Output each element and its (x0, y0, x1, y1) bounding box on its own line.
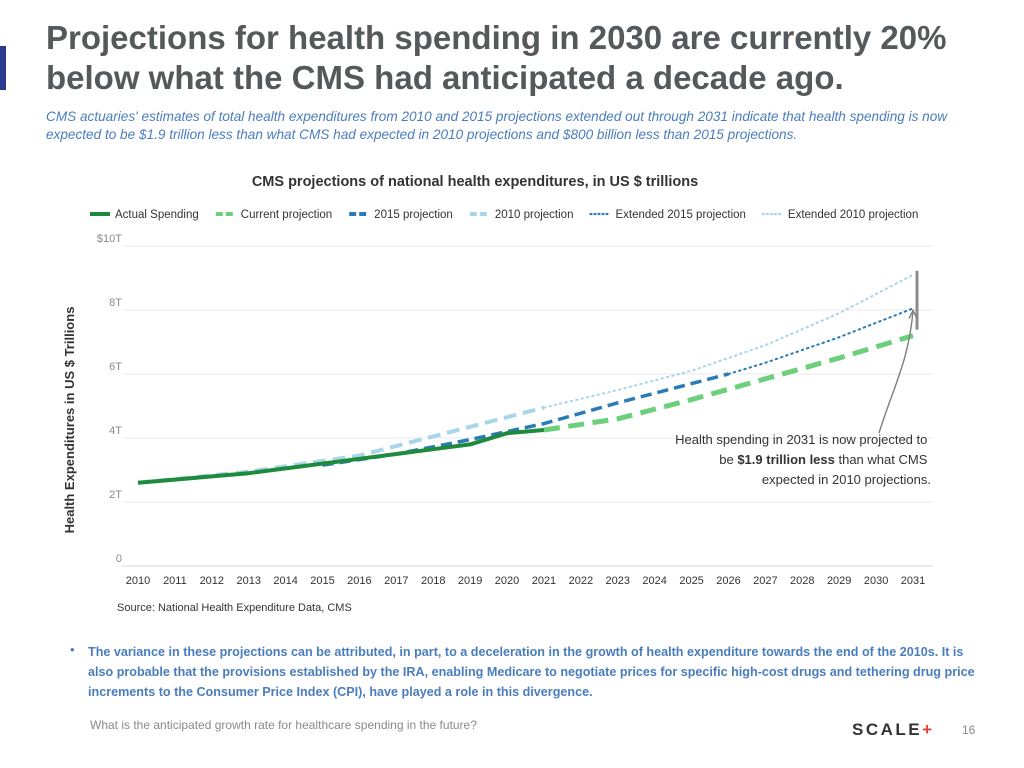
x-tick-label: 2017 (384, 575, 408, 587)
x-tick-label: 2031 (901, 575, 925, 587)
annotation-line-3: expected in 2010 projections. (762, 472, 931, 487)
legend-item-actual-spending: Actual Spending (90, 209, 199, 221)
health-expenditure-chart: CMS projections of national health expen… (62, 174, 933, 587)
x-tick-label: 2026 (716, 575, 740, 587)
footer-question: What is the anticipated growth rate for … (90, 718, 477, 732)
annotation-arrowhead-icon (908, 308, 918, 319)
x-tick-label: 2027 (753, 575, 777, 587)
legend-item-extended-2015-projection: Extended 2015 projection (589, 209, 746, 221)
annotation-text: Health spending in 2031 is now projected… (675, 432, 931, 487)
series-line-actual-spending (137, 428, 545, 485)
accent-bar (0, 46, 6, 90)
chart-legend: Actual Spending Current projection 2015 pr… (90, 209, 918, 221)
legend-label: 2010 projection (495, 209, 574, 221)
annotation-arrow (878, 310, 914, 434)
chart-series (137, 273, 914, 485)
y-tick-label: 4T (109, 425, 122, 437)
y-axis-label: Health Expenditures in US $ Trillions (62, 307, 77, 534)
annotation-line-2-bold: $1.9 trillion less (737, 452, 835, 467)
x-tick-label: 2028 (790, 575, 814, 587)
x-tick-label: 2023 (606, 575, 630, 587)
x-tick-label: 2014 (273, 575, 297, 587)
x-tick-label: 2020 (495, 575, 519, 587)
legend-label: 2015 projection (374, 209, 453, 221)
legend-item-extended-2010-projection: Extended 2010 projection (761, 209, 918, 221)
x-tick-label: 2025 (679, 575, 703, 587)
legend-label: Extended 2015 projection (615, 209, 745, 221)
series-line-2010-projection (137, 405, 545, 485)
annotation-marks (878, 270, 919, 434)
x-tick-label: 2029 (827, 575, 851, 587)
annotation-line-2-suffix: than what CMS (835, 452, 928, 467)
legend-label: Actual Spending (115, 209, 199, 221)
x-tick-label: 2021 (532, 575, 556, 587)
x-tick-label: 2015 (310, 575, 334, 587)
x-tick-label: 2024 (642, 575, 666, 587)
plus-icon: + (922, 720, 935, 739)
x-tick-label: 2012 (200, 575, 224, 587)
legend-label: Current projection (241, 209, 332, 221)
y-tick-label: 8T (109, 297, 122, 309)
x-axis-ticks: 2010 2011 2012 2013 2014 2015 2016 2017 2018 2019… (126, 575, 925, 587)
annotation-line-1: Health spending in 2031 is now projected… (675, 432, 927, 447)
y-tick-label: $10T (97, 233, 122, 245)
scale-logo: SCALE+ (852, 720, 935, 740)
slide-title: Projections for health spending in 2030 … (46, 19, 947, 96)
chart-grid (122, 245, 933, 567)
series-line-extended-2010-projection (543, 273, 914, 409)
legend-item-2015-projection: 2015 projection (349, 209, 453, 221)
bullet-text: The variance in these projections can be… (88, 645, 975, 699)
annotation-line-2: be $1.9 trillion less than what CMS (719, 452, 927, 467)
series-line-2015-projection (322, 372, 729, 467)
x-tick-label: 2022 (569, 575, 593, 587)
x-tick-label: 2011 (163, 575, 187, 587)
logo-text: SCALE (852, 720, 923, 739)
legend-item-2010-projection: 2010 projection (469, 209, 574, 221)
y-tick-label: 2T (109, 489, 122, 501)
y-tick-label: 6T (109, 361, 122, 373)
x-tick-label: 2013 (236, 575, 260, 587)
y-tick-label: 0 (116, 553, 122, 565)
y-axis-ticks: 0 2T 4T 6T 8T $10T (97, 233, 122, 565)
legend-item-current-projection: Current projection (215, 209, 332, 221)
chart-source: Source: National Health Expenditure Data… (117, 602, 352, 614)
x-tick-label: 2019 (458, 575, 482, 587)
x-tick-label: 2030 (864, 575, 888, 587)
x-tick-label: 2010 (126, 575, 150, 587)
x-tick-label: 2018 (421, 575, 445, 587)
series-line-extended-2015-projection (727, 307, 914, 375)
legend-label: Extended 2010 projection (788, 209, 918, 221)
slide-subtitle: CMS actuaries' estimates of total health… (46, 109, 948, 142)
bullet-point: • The variance in these projections can … (70, 642, 980, 702)
page-number: 16 (962, 723, 976, 737)
bullet-dot-icon: • (70, 642, 75, 657)
series-line-current-projection (543, 333, 914, 433)
chart-title: CMS projections of national health expen… (252, 174, 698, 190)
x-tick-label: 2016 (347, 575, 371, 587)
annotation-line-2-prefix: be (719, 452, 737, 467)
